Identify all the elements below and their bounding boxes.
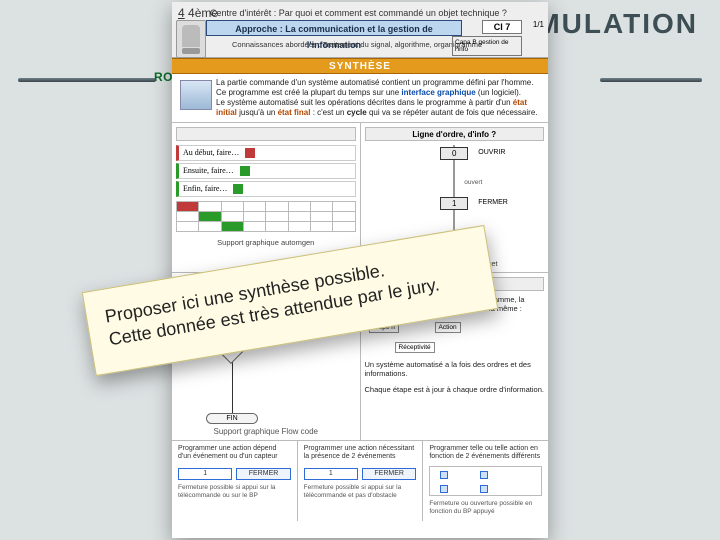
grafcet-step-1: 1 xyxy=(440,197,468,210)
matrix-cell xyxy=(333,202,355,212)
matrix-grid xyxy=(176,201,356,232)
p3-node xyxy=(440,471,448,479)
matrix-cell xyxy=(333,222,355,232)
synthese-banner: SYNTHÈSE xyxy=(172,58,548,74)
matrix-cell xyxy=(177,212,199,222)
cycle-word: cycle xyxy=(347,108,367,117)
row1-left-header xyxy=(176,127,356,141)
bottom-panels: Programmer une action dépend d'un événem… xyxy=(172,440,548,521)
thumbnail-icon xyxy=(176,20,206,58)
intro-l2c: (un logiciel). xyxy=(476,88,521,97)
matrix-cell xyxy=(288,212,310,222)
grafcet-trans-0: ouvert xyxy=(464,179,482,186)
intro-l3c: : c'est un xyxy=(310,108,346,117)
matrix-cell xyxy=(266,202,288,212)
matrix-cell xyxy=(243,202,265,212)
intro-l2a: Ce programme est créé la plupart du temp… xyxy=(216,88,401,97)
row2-text-3: Chaque étape est à jour à chaque ordre d… xyxy=(365,385,545,394)
rou-label: RO xyxy=(154,70,173,84)
script-line: Au début, faire… xyxy=(176,145,356,161)
grafcet-action-0: OUVRIR xyxy=(476,149,507,156)
matrix-cell xyxy=(266,222,288,232)
p1-pair: 1 FERMER xyxy=(178,468,291,480)
row1-right-header: Ligne d'ordre, d'info ? xyxy=(365,127,545,141)
p3-node xyxy=(440,485,448,493)
matrix-cell xyxy=(288,222,310,232)
matrix-cell xyxy=(199,222,221,232)
p1-title: Programmer une action dépend d'un événem… xyxy=(178,445,291,462)
matrix-cell xyxy=(199,212,221,222)
p3-node xyxy=(480,471,488,479)
header-question: Centre d'intérêt : Par quoi et comment e… xyxy=(210,8,507,18)
script-list: Au début, faire… Ensuite, faire… Enfin, fa… xyxy=(176,145,356,197)
script-line: Ensuite, faire… xyxy=(176,163,356,179)
intro-l3: Le système automatisé suit les opération… xyxy=(216,98,513,107)
row2-left-caption: Support graphique Flow code xyxy=(176,427,356,436)
ci-badge: CI 7 xyxy=(482,20,522,34)
intro-l2b: interface graphique xyxy=(401,88,475,97)
intro-l3b: jusqu'à un xyxy=(237,108,278,117)
p3-node xyxy=(480,485,488,493)
matrix-cell xyxy=(199,202,221,212)
p3-chart xyxy=(429,466,542,496)
matrix-cell xyxy=(310,212,332,222)
rule-left xyxy=(18,78,156,82)
matrix-cell xyxy=(310,222,332,232)
matrix-cell xyxy=(221,212,243,222)
grafcet-step-0: 0 xyxy=(440,147,468,160)
intro-l3d: qui va se répéter autant de fois que néc… xyxy=(367,108,538,117)
mini-b: Action xyxy=(435,322,461,333)
p2-pair: 1 FERMER xyxy=(304,468,417,480)
approach-bar: Approche : La communication et la gestio… xyxy=(206,20,462,36)
p3-sub: Fermeture ou ouverture possible en fonct… xyxy=(429,500,542,516)
p3-title: Programmer telle ou telle action en fonc… xyxy=(429,445,542,462)
matrix-cell xyxy=(177,202,199,212)
panel-1: Programmer une action dépend d'un événem… xyxy=(172,441,298,521)
p1-sub: Fermeture possible si appui sur la téléc… xyxy=(178,484,291,500)
panel-3: Programmer telle ou telle action en fonc… xyxy=(423,441,548,521)
matrix-cell xyxy=(266,212,288,222)
page-number: 1/1 xyxy=(533,20,544,29)
rule-right xyxy=(600,78,702,82)
intro-illustration xyxy=(180,80,212,110)
panel-2: Programmer une action nécessitant la pré… xyxy=(298,441,424,521)
matrix-cell xyxy=(221,222,243,232)
etat-final: état final xyxy=(278,108,311,117)
p1-cell-1: FERMER xyxy=(236,468,290,480)
matrix-cell xyxy=(243,212,265,222)
script-line: Enfin, faire… xyxy=(176,181,356,197)
matrix-cell xyxy=(243,222,265,232)
intro-l1: La partie commande d'un système automati… xyxy=(216,78,533,87)
script-swatch xyxy=(245,148,255,158)
matrix-cell xyxy=(310,202,332,212)
intro-paragraph: La partie commande d'un système automati… xyxy=(172,74,548,122)
row2-text-2: Un système automatisé a la fois des ordr… xyxy=(365,360,545,379)
capacite-box: Capa B gestion de l'info xyxy=(452,36,522,56)
flow-end: FIN xyxy=(206,413,258,424)
p2-cell-0: 1 xyxy=(304,468,358,480)
p2-sub: Fermeture possible si appui sur la téléc… xyxy=(304,484,417,500)
p1-cell-0: 1 xyxy=(178,468,232,480)
grafcet-action-1: FERMER xyxy=(476,199,510,206)
worksheet-header: 4 4ème Centre d'intérêt : Par quoi et co… xyxy=(172,2,548,58)
mini-c: Réceptivité xyxy=(395,342,435,353)
matrix-cell xyxy=(288,202,310,212)
script-swatch xyxy=(240,166,250,176)
connaissances-line: Connaissances abordées : Traitement du s… xyxy=(232,40,482,49)
matrix-cell xyxy=(221,202,243,212)
p2-cell-1: FERMER xyxy=(362,468,416,480)
row1-left-caption: Support graphique automgen xyxy=(176,238,356,247)
script-swatch xyxy=(233,184,243,194)
p2-title: Programmer une action nécessitant la pré… xyxy=(304,445,417,462)
matrix-cell xyxy=(177,222,199,232)
matrix-cell xyxy=(333,212,355,222)
